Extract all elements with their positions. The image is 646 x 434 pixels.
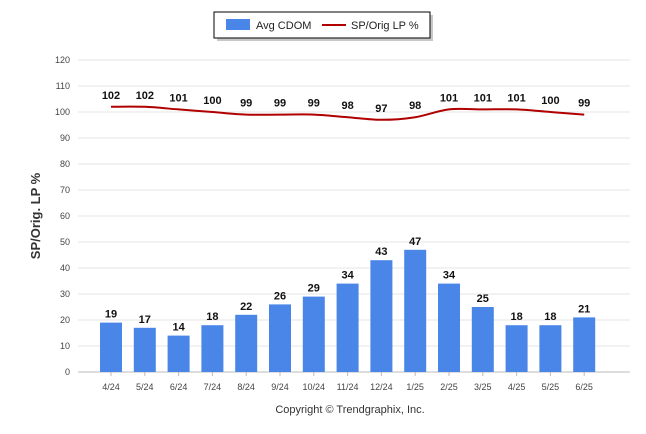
y-tick-label: 0: [65, 367, 70, 377]
bar-data-label: 29: [308, 283, 320, 295]
line-data-label: 99: [578, 98, 590, 110]
x-tick-label: 4/24: [102, 382, 120, 392]
bar-data-label: 17: [139, 314, 151, 326]
gridlines: [78, 59, 630, 373]
line-data-label: 100: [203, 95, 221, 107]
line-data-label: 97: [375, 103, 387, 115]
bar: [404, 249, 427, 372]
bar: [336, 283, 359, 372]
x-tick-label: 3/25: [474, 382, 492, 392]
bar-data-label: 26: [274, 290, 286, 302]
bar-data-label: 22: [240, 301, 252, 313]
x-axis-ticks: 4/24 5/24 6/24 7/24 8/24 9/24 10/24 11/24 12/24 1…: [102, 372, 593, 392]
bar: [539, 325, 562, 372]
bar-data-label: 18: [206, 311, 218, 323]
line-data-label: 101: [474, 92, 492, 104]
y-tick-label: 120: [55, 55, 70, 65]
y-tick-label: 90: [60, 133, 70, 143]
bar-data-label: 34: [443, 270, 456, 282]
bar: [438, 283, 460, 372]
line-data-labels: 102 102 101 100 99 99 99 98 97 98 101 101 101 100 99: [102, 90, 591, 115]
line-data-label: 101: [507, 92, 525, 104]
x-tick-label: 4/25: [508, 382, 526, 392]
y-tick-label: 60: [60, 211, 70, 221]
x-tick-label: 8/24: [237, 382, 255, 392]
x-tick-label: 10/24: [303, 382, 326, 392]
x-tick-label: 7/24: [204, 382, 222, 392]
bar-data-labels: 19 17 14 18 22 26 29 34 43 47 34 25 18 18 21: [105, 236, 590, 334]
legend: Avg CDOM SP/Orig LP %: [213, 11, 433, 41]
x-tick-label: 5/25: [542, 382, 560, 392]
line-data-label: 98: [409, 100, 421, 112]
y-tick-label: 110: [56, 81, 70, 91]
y-axis-title: SP/Orig. LP %: [28, 172, 43, 259]
y-tick-label: 10: [60, 341, 70, 351]
x-tick-label: 9/24: [271, 382, 289, 392]
x-tick-label: 6/24: [170, 382, 188, 392]
y-tick-label: 50: [60, 237, 70, 247]
line-data-label: 99: [308, 98, 320, 110]
line-data-label: 101: [169, 92, 187, 104]
bar: [302, 296, 325, 372]
bar: [573, 317, 596, 372]
bar: [133, 327, 156, 372]
y-tick-label: 40: [60, 263, 70, 273]
line-sp-orig-lp: [110, 105, 585, 121]
copyright-text: Copyright © Trendgraphix, Inc.: [275, 404, 424, 416]
line-data-label: 100: [541, 95, 559, 107]
y-tick-label: 80: [60, 159, 70, 169]
line-data-label: 102: [102, 90, 120, 102]
x-tick-label: 6/25: [575, 382, 593, 392]
line-data-label: 101: [440, 92, 458, 104]
x-tick-label: 5/24: [136, 382, 154, 392]
bar-data-label: 14: [172, 322, 185, 334]
bar: [201, 325, 224, 372]
bar-data-label: 25: [477, 293, 489, 305]
bar: [235, 314, 258, 372]
bar-data-label: 34: [341, 270, 354, 282]
line-data-label: 98: [341, 100, 353, 112]
bar-data-label: 43: [375, 246, 387, 258]
x-tick-label: 12/24: [370, 382, 393, 392]
y-tick-label: 30: [60, 289, 70, 299]
y-tick-label: 100: [55, 107, 70, 117]
y-tick-label: 70: [60, 185, 70, 195]
line-series: [110, 105, 585, 121]
bar-data-label: 18: [544, 311, 556, 323]
y-axis-ticks: 0 10 20 30 40 50 60 70 80 90 100 110 120: [55, 55, 70, 377]
x-tick-label: 1/25: [406, 382, 424, 392]
bar: [100, 322, 122, 372]
bar-data-label: 21: [578, 303, 590, 315]
bar-data-label: 18: [510, 311, 522, 323]
legend-swatch-avg-cdom: [226, 19, 250, 30]
bar: [370, 260, 393, 372]
legend-label-avg-cdom: Avg CDOM: [256, 20, 311, 32]
line-data-label: 99: [240, 98, 252, 110]
bar-data-label: 47: [409, 236, 421, 248]
bar: [167, 335, 190, 372]
y-tick-label: 20: [60, 315, 70, 325]
bar-data-label: 19: [105, 309, 117, 321]
bar: [505, 325, 528, 372]
line-data-label: 99: [274, 98, 286, 110]
bars: [100, 249, 596, 372]
line-data-label: 102: [136, 90, 154, 102]
bar: [269, 304, 291, 372]
legend-label-sp-orig-lp: SP/Orig LP %: [351, 20, 419, 32]
x-tick-label: 11/24: [337, 382, 359, 392]
x-tick-label: 2/25: [440, 382, 458, 392]
bar: [471, 307, 494, 372]
